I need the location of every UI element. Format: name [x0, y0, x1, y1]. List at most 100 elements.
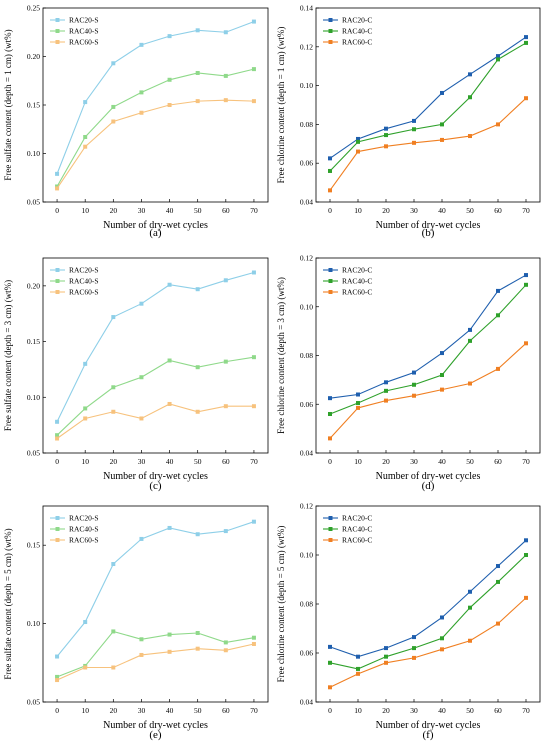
panel-caption: (c) — [149, 480, 162, 492]
x-tick-label: 50 — [194, 706, 202, 715]
data-point-RAC20-S — [167, 282, 172, 287]
data-point-RAC60-S — [251, 404, 256, 409]
legend-marker-RAC40-C — [328, 29, 333, 33]
chart-panel-c: 0 10 20 30 40 50 60 70 0.05 0.10 0.15 0.20 Number of… — [3, 257, 269, 492]
legend-label: RAC40-S — [69, 525, 99, 534]
legend-label: RAC40-S — [69, 277, 99, 286]
data-point-RAC20-S — [55, 171, 60, 176]
data-point-RAC20-S — [111, 315, 116, 320]
legend-marker-RAC60-C — [328, 290, 333, 294]
data-point-RAC20-S — [139, 301, 144, 306]
x-tick-label: 70 — [250, 457, 258, 466]
x-tick-label: 60 — [494, 706, 502, 715]
legend-marker-RAC40-S — [55, 29, 60, 33]
x-tick-label: 60 — [222, 457, 230, 466]
y-tick-label: 0.12 — [300, 254, 313, 263]
data-point-RAC40-S — [55, 433, 60, 438]
x-tick-label: 70 — [522, 706, 530, 715]
legend-label: RAC20-C — [342, 16, 372, 25]
data-point-RAC60-S — [223, 404, 228, 409]
x-tick-label: 20 — [110, 706, 118, 715]
x-tick-label: 20 — [382, 457, 390, 466]
data-point-RAC60-C — [384, 660, 388, 665]
data-point-RAC40-C — [356, 666, 360, 671]
y-tick-label: 0.08 — [300, 351, 313, 360]
data-point-RAC20-S — [223, 30, 228, 35]
legend-marker-RAC20-S — [55, 18, 60, 22]
data-point-RAC40-C — [524, 282, 528, 287]
x-tick-label: 30 — [410, 457, 418, 466]
series-line-RAC60-S — [56, 99, 254, 189]
data-point-RAC60-C — [384, 144, 388, 149]
y-tick-label: 0.25 — [27, 4, 40, 13]
y-tick-label: 0.15 — [27, 101, 40, 110]
y-tick-label: 0.15 — [27, 541, 40, 550]
data-point-RAC20-S — [111, 61, 116, 66]
data-point-RAC60-C — [524, 96, 528, 101]
y-axis-label: Free sulfate content (depth = 5 cm) (wt%… — [3, 528, 13, 679]
data-point-RAC60-C — [356, 149, 360, 154]
x-axis-label: Number of dry-wet cycles — [376, 220, 481, 231]
legend-marker-RAC20-S — [55, 268, 60, 272]
data-point-RAC60-S — [55, 678, 60, 683]
y-tick-label: 0.12 — [300, 502, 313, 511]
data-point-RAC60-C — [496, 366, 500, 371]
data-point-RAC20-C — [412, 118, 416, 123]
data-point-RAC20-C — [356, 654, 360, 659]
data-point-RAC40-C — [412, 127, 416, 132]
data-point-RAC20-C — [440, 90, 444, 95]
data-point-RAC40-C — [524, 40, 528, 45]
data-point-RAC20-C — [524, 273, 528, 278]
data-point-RAC60-C — [328, 436, 332, 441]
data-point-RAC40-C — [496, 57, 500, 62]
data-point-RAC60-C — [468, 638, 472, 643]
data-point-RAC40-C — [356, 139, 360, 144]
series-line-RAC60-S — [56, 403, 254, 439]
panel-caption: (f) — [423, 729, 434, 741]
data-point-RAC40-S — [139, 637, 144, 642]
chart-panel-f: 0 10 20 30 40 50 60 70 0.04 0.06 0.08 0.10 0.12 Numbe… — [276, 502, 541, 741]
data-point-RAC40-S — [251, 355, 256, 360]
data-point-RAC40-S — [223, 640, 228, 645]
data-point-RAC60-C — [524, 341, 528, 346]
data-point-RAC60-S — [83, 665, 88, 670]
data-point-RAC20-S — [195, 287, 200, 292]
y-tick-label: 0.10 — [27, 619, 40, 628]
legend-label: RAC20-C — [342, 266, 372, 275]
data-point-RAC60-C — [468, 134, 472, 139]
data-point-RAC20-C — [328, 156, 332, 161]
data-point-RAC60-S — [139, 652, 144, 657]
x-tick-label: 40 — [166, 706, 174, 715]
data-point-RAC40-C — [496, 579, 500, 584]
data-point-RAC60-S — [223, 648, 228, 653]
y-tick-label: 0.10 — [300, 551, 313, 560]
legend-label: RAC20-C — [342, 514, 372, 523]
data-point-RAC40-C — [328, 660, 332, 665]
x-tick-label: 60 — [494, 457, 502, 466]
x-tick-label: 40 — [438, 457, 446, 466]
legend-marker-RAC40-S — [55, 279, 60, 283]
y-tick-label: 0.10 — [27, 149, 40, 158]
data-point-RAC60-S — [139, 416, 144, 421]
legend-label: RAC60-S — [69, 38, 99, 47]
x-tick-label: 40 — [438, 206, 446, 215]
data-point-RAC60-C — [328, 188, 332, 193]
data-point-RAC20-S — [83, 361, 88, 366]
y-axis-label: Free chlorine content (depth = 3 cm) (wt… — [276, 277, 286, 434]
x-tick-label: 50 — [466, 206, 474, 215]
legend-marker-RAC20-C — [328, 268, 333, 272]
x-tick-label: 10 — [354, 206, 362, 215]
data-point-RAC20-C — [356, 136, 360, 141]
data-point-RAC60-C — [356, 671, 360, 676]
series-line-RAC40-C — [329, 554, 527, 670]
y-axis-label: Free chlorine content (depth = 1 cm) (wt… — [276, 27, 286, 184]
data-point-RAC20-C — [440, 615, 444, 620]
plot-frame — [42, 505, 269, 703]
legend-marker-RAC60-C — [328, 538, 333, 542]
x-tick-label: 60 — [222, 206, 230, 215]
x-tick-label: 10 — [81, 457, 89, 466]
x-tick-label: 10 — [81, 206, 89, 215]
data-point-RAC40-S — [251, 67, 256, 72]
data-point-RAC60-S — [111, 119, 116, 124]
